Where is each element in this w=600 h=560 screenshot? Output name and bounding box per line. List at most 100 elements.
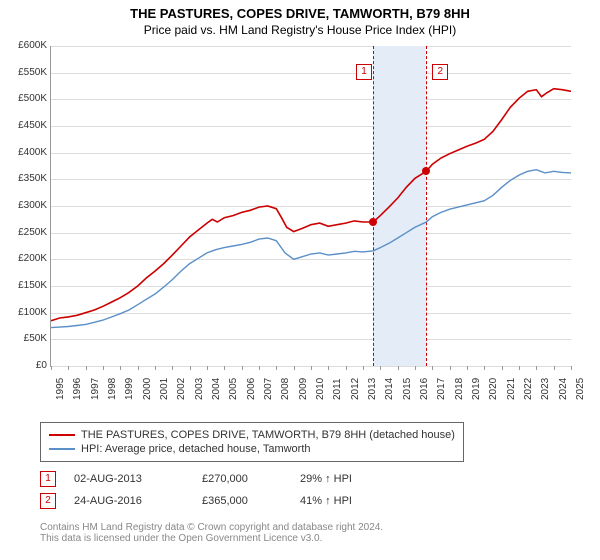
xtick-label: 2020: [488, 378, 499, 400]
line-chart-svg: [51, 46, 571, 366]
tick-mark: [259, 366, 260, 370]
event-marker: [422, 167, 430, 175]
transaction-price: £270,000: [202, 473, 282, 485]
transaction-price: £365,000: [202, 495, 282, 507]
xtick-label: 2000: [142, 378, 153, 400]
ytick-label: £350K: [5, 173, 47, 184]
tick-mark: [86, 366, 87, 370]
series-price_paid: [51, 89, 571, 321]
tick-mark: [51, 366, 52, 370]
xtick-label: 2017: [436, 378, 447, 400]
tick-mark: [484, 366, 485, 370]
tick-mark: [346, 366, 347, 370]
xtick-label: 2003: [194, 378, 205, 400]
transaction-flag: 2: [40, 493, 56, 509]
ytick-label: £600K: [5, 40, 47, 51]
ytick-label: £300K: [5, 200, 47, 211]
tick-mark: [432, 366, 433, 370]
transaction-hpi: 41% ↑ HPI: [300, 495, 400, 507]
tick-mark: [363, 366, 364, 370]
ytick-label: £200K: [5, 253, 47, 264]
tick-mark: [328, 366, 329, 370]
tick-mark: [311, 366, 312, 370]
tick-mark: [380, 366, 381, 370]
chart-subtitle: Price paid vs. HM Land Registry's House …: [0, 21, 600, 37]
xtick-label: 2012: [350, 378, 361, 400]
tick-mark: [467, 366, 468, 370]
transaction-date: 02-AUG-2013: [74, 473, 184, 485]
tick-mark: [276, 366, 277, 370]
footer-line: This data is licensed under the Open Gov…: [40, 533, 383, 544]
xtick-label: 2010: [315, 378, 326, 400]
xtick-label: 2011: [332, 378, 343, 400]
tick-mark: [571, 366, 572, 370]
tick-mark: [294, 366, 295, 370]
tick-mark: [103, 366, 104, 370]
legend-label: HPI: Average price, detached house, Tamw…: [81, 443, 311, 455]
transaction-row: 1 02-AUG-2013 £270,000 29% ↑ HPI: [40, 468, 400, 490]
xtick-label: 2024: [558, 378, 569, 400]
xtick-label: 2023: [540, 378, 551, 400]
ytick-label: £50K: [5, 333, 47, 344]
ytick-label: £550K: [5, 67, 47, 78]
xtick-label: 2019: [471, 378, 482, 400]
tick-mark: [138, 366, 139, 370]
event-marker: [369, 218, 377, 226]
ytick-label: £250K: [5, 227, 47, 238]
ytick-label: £450K: [5, 120, 47, 131]
transaction-date: 24-AUG-2016: [74, 495, 184, 507]
xtick-label: 2001: [159, 378, 170, 400]
plot-area: £0£50K£100K£150K£200K£250K£300K£350K£400…: [50, 46, 571, 367]
ytick-label: £400K: [5, 147, 47, 158]
tick-mark: [519, 366, 520, 370]
xtick-label: 2006: [246, 378, 257, 400]
chart-title: THE PASTURES, COPES DRIVE, TAMWORTH, B79…: [0, 0, 600, 21]
tick-mark: [398, 366, 399, 370]
xtick-label: 1997: [90, 378, 101, 400]
tick-mark: [172, 366, 173, 370]
footer-attribution: Contains HM Land Registry data © Crown c…: [40, 522, 383, 544]
tick-mark: [207, 366, 208, 370]
ytick-label: £150K: [5, 280, 47, 291]
transaction-flag: 1: [40, 471, 56, 487]
tick-mark: [224, 366, 225, 370]
xtick-label: 1996: [72, 378, 83, 400]
tick-mark: [68, 366, 69, 370]
tick-mark: [242, 366, 243, 370]
xtick-label: 2013: [367, 378, 378, 400]
tick-mark: [554, 366, 555, 370]
xtick-label: 2016: [419, 378, 430, 400]
tick-mark: [450, 366, 451, 370]
legend-item: THE PASTURES, COPES DRIVE, TAMWORTH, B79…: [49, 428, 455, 442]
xtick-label: 2014: [384, 378, 395, 400]
legend-swatch: [49, 448, 75, 450]
legend-item: HPI: Average price, detached house, Tamw…: [49, 442, 455, 456]
legend-label: THE PASTURES, COPES DRIVE, TAMWORTH, B79…: [81, 429, 455, 441]
footer-line: Contains HM Land Registry data © Crown c…: [40, 522, 383, 533]
legend-swatch: [49, 434, 75, 436]
transaction-hpi: 29% ↑ HPI: [300, 473, 400, 485]
xtick-label: 1998: [107, 378, 118, 400]
ytick-label: £100K: [5, 307, 47, 318]
ytick-label: £500K: [5, 93, 47, 104]
xtick-label: 2022: [523, 378, 534, 400]
ytick-label: £0: [5, 360, 47, 371]
chart-container: THE PASTURES, COPES DRIVE, TAMWORTH, B79…: [0, 0, 600, 560]
tick-mark: [536, 366, 537, 370]
xtick-label: 2008: [280, 378, 291, 400]
tick-mark: [120, 366, 121, 370]
tick-mark: [502, 366, 503, 370]
xtick-label: 2025: [575, 378, 586, 400]
xtick-label: 2004: [211, 378, 222, 400]
xtick-label: 2005: [228, 378, 239, 400]
transaction-row: 2 24-AUG-2016 £365,000 41% ↑ HPI: [40, 490, 400, 512]
legend-box: THE PASTURES, COPES DRIVE, TAMWORTH, B79…: [40, 422, 464, 462]
series-hpi: [51, 170, 571, 328]
xtick-label: 1995: [55, 378, 66, 400]
xtick-label: 2021: [506, 378, 517, 400]
xtick-label: 2018: [454, 378, 465, 400]
tick-mark: [415, 366, 416, 370]
xtick-label: 2007: [263, 378, 274, 400]
xtick-label: 2015: [402, 378, 413, 400]
tick-mark: [155, 366, 156, 370]
